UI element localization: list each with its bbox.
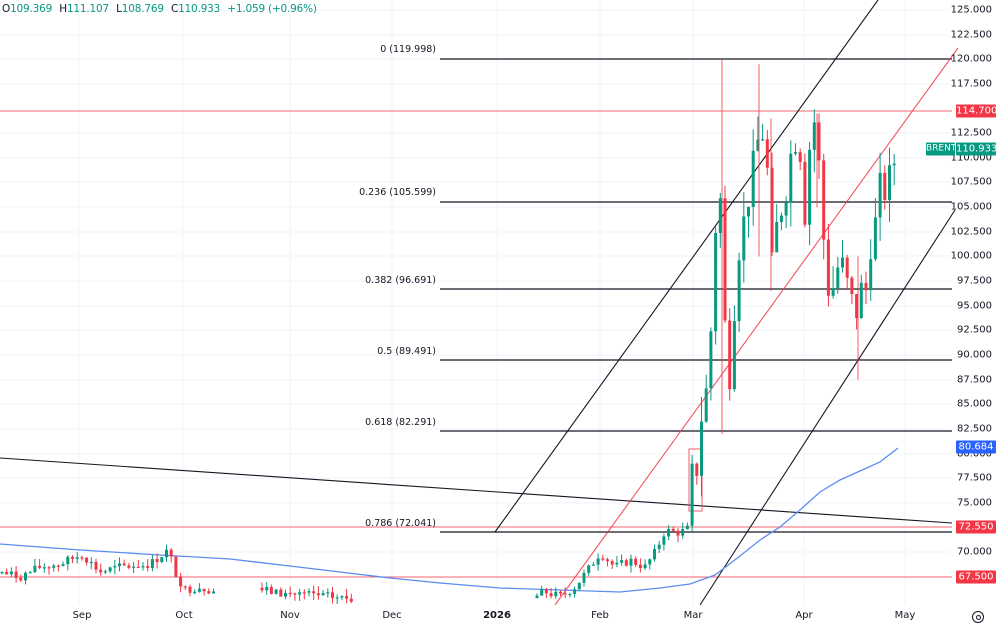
time-tick: Oct <box>175 610 193 621</box>
price-tick: 87.500 <box>957 374 992 386</box>
price-tick: 100.000 <box>950 250 992 262</box>
price-tick: 107.500 <box>950 176 992 188</box>
price-tick: 75.000 <box>957 497 992 509</box>
price-tick: 110.000 <box>950 152 992 164</box>
price-tick: 105.000 <box>950 201 992 213</box>
moving-average-price-tag: 80.684 <box>956 440 996 454</box>
resistance-price-tag: 114.700 <box>956 104 998 118</box>
low-value: 108.769 <box>121 3 164 15</box>
open-value: 109.369 <box>10 3 53 15</box>
price-tick: 92.500 <box>957 324 992 336</box>
price-tick: 117.500 <box>950 78 992 90</box>
time-tick: Feb <box>591 610 609 621</box>
price-tick: 80.000 <box>957 448 992 460</box>
price-tick: 122.500 <box>950 29 992 41</box>
time-tick: Sep <box>72 610 92 621</box>
change-value: +1.059 (+0.96%) <box>227 3 317 15</box>
symbol-tag: BRENT <box>926 142 957 156</box>
parallel-channel[interactable] <box>494 0 959 606</box>
price-tick: 77.500 <box>957 472 992 484</box>
support-price-tag: 72.550 <box>956 520 996 534</box>
price-tick: 125.000 <box>950 4 992 16</box>
low-key: L <box>116 3 122 15</box>
price-tick: 95.000 <box>957 300 992 312</box>
fib-label-0382: 0.382 (96.691) <box>365 275 436 286</box>
price-tick: 85.000 <box>957 398 992 410</box>
time-tick: Dec <box>382 610 402 621</box>
fib-label-0: 0 (119.998) <box>380 44 436 55</box>
high-key: H <box>59 3 67 15</box>
last-price-tag: 110.933 <box>956 142 998 156</box>
price-tick: 70.000 <box>957 546 992 558</box>
time-tick: May <box>894 610 916 621</box>
price-tick: 82.500 <box>957 423 992 435</box>
price-tick: 97.500 <box>957 275 992 287</box>
price-tick: 120.000 <box>950 53 992 65</box>
price-tick: 102.500 <box>950 226 992 238</box>
close-key: C <box>170 3 179 15</box>
candlesticks <box>0 59 896 604</box>
fib-label-0236: 0.236 (105.599) <box>359 187 436 198</box>
fibonacci-retracement[interactable] <box>440 58 952 533</box>
gear-icon[interactable] <box>972 611 984 623</box>
moving-average-line <box>0 447 899 593</box>
time-tick-year: 2026 <box>483 610 511 621</box>
close-value: 110.933 <box>178 3 221 15</box>
price-tick: 90.000 <box>957 349 992 361</box>
trend-line[interactable] <box>0 457 953 524</box>
fib-label-0786: 0.786 (72.041) <box>365 518 436 529</box>
horizontal-lines[interactable] <box>0 110 952 578</box>
fib-label-0618: 0.618 (82.291) <box>365 417 436 428</box>
time-tick: Mar <box>683 610 703 621</box>
price-tick: 112.500 <box>950 127 992 139</box>
time-tick: Nov <box>280 610 300 621</box>
high-value: 111.107 <box>66 3 109 15</box>
ohlc-legend: O109.369 H111.107 L108.769 C110.933 +1.0… <box>2 3 317 15</box>
support-low-price-tag: 67.500 <box>956 570 996 584</box>
time-tick: Apr <box>795 610 813 621</box>
fib-label-05: 0.5 (89.491) <box>377 346 436 357</box>
open-key: O <box>2 3 11 15</box>
grid <box>0 0 950 605</box>
